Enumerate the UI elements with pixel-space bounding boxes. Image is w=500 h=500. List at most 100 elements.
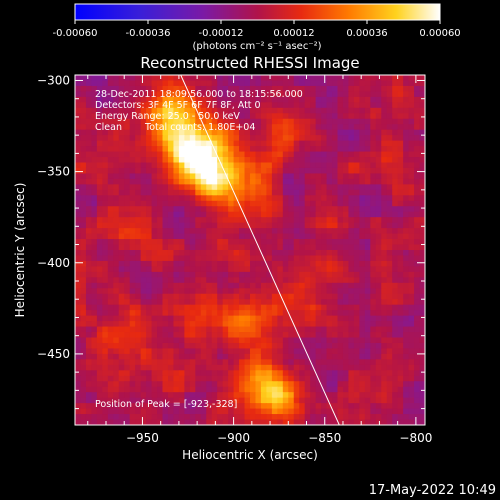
heatmap-cell (326, 135, 333, 142)
heatmap-cell (151, 337, 158, 344)
heatmap-cell (359, 293, 366, 300)
heatmap-cell (342, 266, 350, 273)
heatmap-cell (386, 239, 393, 246)
heatmap-cell (146, 375, 153, 382)
heatmap-cell (91, 151, 98, 158)
heatmap-cell (146, 403, 153, 410)
heatmap-cell (189, 342, 196, 350)
heatmap-cell (342, 381, 350, 388)
heatmap-cell (173, 178, 180, 185)
heatmap-cell (157, 157, 164, 164)
heatmap-cell (189, 321, 196, 328)
heatmap-cell (392, 80, 399, 87)
heatmap-cell (184, 167, 191, 175)
heatmap-cell (217, 124, 224, 131)
heatmap-cell (140, 414, 147, 421)
heatmap-cell (403, 288, 410, 295)
heatmap-cell (178, 260, 185, 268)
heatmap-cell (353, 135, 360, 142)
heatmap-cell (217, 288, 224, 295)
heatmap-cell (178, 96, 185, 103)
heatmap-cell (419, 386, 425, 393)
heatmap-cell (96, 107, 103, 114)
heatmap-cell (184, 332, 191, 339)
heatmap-cell (299, 189, 306, 196)
heatmap-cell (315, 102, 322, 109)
heatmap-cell (250, 222, 257, 229)
heatmap-cell (375, 189, 382, 196)
heatmap-cell (375, 403, 382, 410)
heatmap-cell (304, 129, 311, 136)
heatmap-cell (293, 162, 300, 169)
heatmap-cell (178, 80, 185, 87)
heatmap-cell (211, 315, 218, 322)
heatmap-cell (315, 299, 322, 306)
heatmap-cell (397, 96, 404, 103)
heatmap-cell (255, 250, 262, 257)
heatmap-cell (370, 135, 377, 142)
heatmap-cell (271, 113, 278, 120)
heatmap-cell (233, 239, 240, 246)
heatmap-cell (315, 304, 322, 311)
heatmap-cell (332, 397, 339, 404)
heatmap-cell (375, 233, 382, 240)
heatmap-cell (75, 151, 82, 158)
heatmap-cell (337, 118, 344, 125)
heatmap-cell (266, 129, 273, 136)
heatmap-cell (419, 146, 425, 153)
heatmap-cell (337, 140, 344, 147)
heatmap-cell (75, 315, 82, 322)
heatmap-cell (255, 288, 262, 295)
heatmap-cell (85, 244, 93, 251)
heatmap-cell (244, 282, 251, 289)
heatmap-cell (271, 293, 278, 300)
heatmap-cell (228, 337, 235, 344)
heatmap-cell (113, 260, 120, 268)
heatmap-cell (277, 113, 284, 120)
heatmap-cell (96, 244, 103, 251)
heatmap-cell (353, 217, 360, 224)
heatmap-cell (277, 255, 284, 262)
heatmap-cell (129, 403, 136, 410)
heatmap-cell (91, 189, 98, 196)
heatmap-cell (293, 397, 300, 404)
heatmap-cell (80, 392, 87, 399)
heatmap-cell (124, 364, 131, 371)
heatmap-cell (386, 408, 393, 415)
heatmap-cell (107, 337, 114, 344)
heatmap-cell (184, 342, 191, 350)
heatmap-cell (91, 200, 98, 207)
heatmap-cell (315, 151, 322, 158)
heatmap-cell (408, 337, 415, 344)
heatmap-cell (353, 310, 360, 317)
heatmap-cell (403, 178, 410, 185)
heatmap-cell (250, 332, 257, 339)
heatmap-cell (96, 113, 103, 120)
heatmap-cell (157, 113, 164, 120)
heatmap-cell (326, 375, 333, 382)
heatmap-cell (375, 211, 382, 218)
heatmap-cell (162, 157, 169, 164)
heatmap-cell (157, 129, 164, 136)
heatmap-cell (228, 370, 235, 377)
heatmap-cell (124, 414, 131, 421)
heatmap-cell (244, 129, 251, 136)
heatmap-cell (277, 146, 284, 153)
heatmap-cell (200, 157, 207, 164)
heatmap-cell (353, 200, 360, 207)
heatmap-cell (348, 397, 355, 404)
heatmap-cell (353, 419, 360, 425)
heatmap-cell (195, 375, 202, 382)
heatmap-cell (135, 222, 142, 229)
heatmap-cell (353, 392, 360, 399)
heatmap-cell (157, 271, 164, 278)
heatmap-cell (118, 310, 125, 317)
heatmap-cell (332, 304, 339, 311)
heatmap-cell (118, 124, 125, 131)
heatmap-cell (157, 189, 164, 196)
heatmap-cell (403, 277, 410, 284)
heatmap-cell (75, 233, 82, 240)
heatmap-cell (118, 364, 125, 371)
heatmap-cell (288, 195, 295, 202)
heatmap-cell (157, 124, 164, 131)
